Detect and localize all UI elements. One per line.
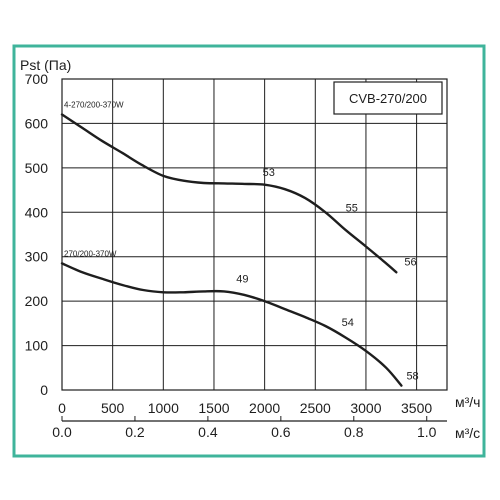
y-tick-label: 700 (25, 71, 49, 87)
curve-point-label: 56 (404, 256, 416, 268)
y-tick-label: 200 (25, 293, 49, 309)
model-box (333, 81, 443, 115)
x-secondary-tick-label: 0.4 (198, 424, 218, 440)
y-tick-label: 600 (25, 115, 49, 131)
series-line-2 (60, 262, 403, 387)
x-tick-label: 1000 (148, 400, 179, 416)
y-axis-label: Pst (Па) (20, 57, 71, 73)
axes: 0 100 200 300 400 500 600 700 0 500 1000 1500 2000 25… (25, 71, 447, 440)
curve-point-label: 54 (342, 317, 354, 329)
x-secondary-tick-label: 0.0 (52, 424, 72, 440)
model-label: CVB-270/200 (349, 91, 427, 106)
x-tick-label: 2000 (249, 400, 280, 416)
x-secondary-tick-label: 0.6 (271, 424, 291, 440)
y-tick-label: 500 (25, 160, 49, 176)
curve-point-label: 53 (263, 167, 275, 179)
chart-outer-border (12, 44, 486, 458)
curve-point-label: 55 (346, 203, 358, 215)
x-secondary-tick-label: 1.0 (417, 424, 437, 440)
x-tick-label: 2500 (300, 400, 331, 416)
x-tick-label: 1500 (198, 400, 229, 416)
x-tick-label: 3500 (401, 400, 432, 416)
y-tick-label: 400 (25, 204, 49, 220)
y-tick-label: 100 (25, 338, 49, 354)
x-secondary-tick-label: 0.8 (344, 424, 364, 440)
y-tick-label: 0 (40, 382, 48, 398)
x-tick-label: 0 (58, 400, 66, 416)
x-tick-label: 3000 (350, 400, 381, 416)
x-secondary-tick-label: 0.2 (125, 424, 145, 440)
series-line-1 (60, 113, 398, 274)
series-group: 4-270/200-370W 53 55 56 270/200-370W 49 54 58 (60, 101, 419, 387)
curve-point-label: 49 (236, 274, 248, 286)
plot-area-border (61, 78, 448, 391)
x-axis-secondary-label: м³/с (455, 425, 480, 441)
x-axis-label: м³/ч (455, 394, 480, 410)
x-tick-label: 500 (101, 400, 125, 416)
series-name-label: 270/200-370W (64, 249, 117, 258)
curve-point-label: 58 (406, 371, 418, 383)
grid (61, 78, 448, 391)
series-name-label: 4-270/200-370W (64, 101, 124, 110)
y-tick-label: 300 (25, 249, 49, 265)
